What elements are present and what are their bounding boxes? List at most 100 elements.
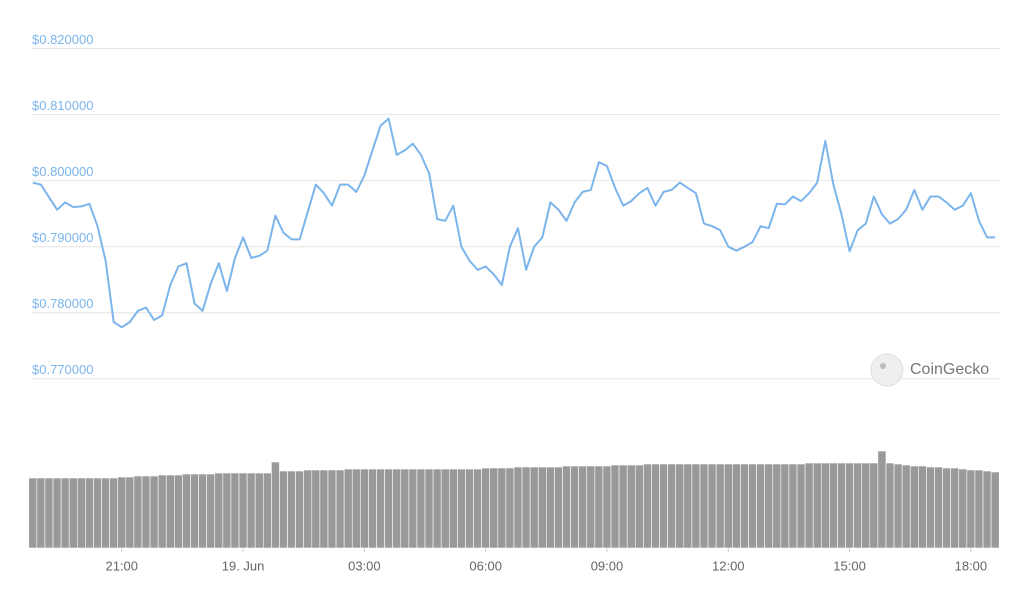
volume-bar <box>901 464 911 549</box>
volume-bar <box>699 463 709 549</box>
plot: $0.770000 $0.780000 $0.790000 $0.800000 $0.8… <box>28 32 1000 573</box>
volume-bar <box>893 463 903 549</box>
volume-bar <box>497 467 507 549</box>
volume-bar <box>578 465 588 549</box>
volume-bar <box>529 466 539 549</box>
volume-bar <box>182 473 191 549</box>
volume-bar <box>918 465 927 549</box>
volume-bar <box>586 465 596 549</box>
volume-bar <box>990 471 1000 549</box>
volume-bar <box>634 464 644 549</box>
volume-bar <box>772 463 782 549</box>
logo <box>870 353 904 387</box>
x-tick-label: 06:00 <box>469 558 502 573</box>
volume-bar <box>667 463 677 549</box>
volume-bar <box>926 466 935 549</box>
volume-bar <box>319 469 329 549</box>
volume-bar <box>651 463 660 549</box>
volume-bar <box>804 462 814 549</box>
volume-bar <box>117 476 127 549</box>
volume-bar <box>764 463 774 549</box>
volume-bar <box>36 477 46 549</box>
volume-bar <box>392 468 402 549</box>
volume-bar <box>481 467 491 549</box>
x-tick-label: 03:00 <box>348 558 381 573</box>
volume-bar <box>820 462 830 549</box>
volume-bar <box>465 468 474 549</box>
volume-bar <box>974 469 984 549</box>
volume-bar <box>68 477 78 549</box>
volume-bar <box>602 465 612 549</box>
volume-bar <box>368 468 377 549</box>
volume-bar <box>327 469 337 549</box>
volume-bar <box>659 463 668 549</box>
volume-bar <box>756 463 765 549</box>
volume-bar <box>610 464 620 549</box>
volume-bar <box>683 463 693 549</box>
volume-bar <box>60 477 70 549</box>
volume-bar <box>618 464 628 549</box>
volume-bar <box>643 463 652 549</box>
volume-bar <box>942 467 951 549</box>
volume-bar <box>715 463 725 549</box>
y-tick-label: $0.780000 <box>32 296 93 311</box>
volume-bar <box>707 463 717 549</box>
volume-bar <box>691 463 701 549</box>
volume-bar <box>254 472 264 549</box>
volume-bar <box>408 468 418 549</box>
volume-bar <box>748 463 757 549</box>
volume-bar <box>198 473 207 549</box>
volume-bar <box>262 472 272 549</box>
volume-bar <box>869 462 879 549</box>
watermark-text: CoinGecko <box>910 361 989 378</box>
volume-bar <box>287 470 296 549</box>
volume-bar <box>303 469 313 549</box>
x-tick-label: 18:00 <box>955 558 988 573</box>
y-tick-label: $0.810000 <box>32 98 93 113</box>
volume-bar <box>222 472 232 549</box>
y-tick-label: $0.800000 <box>32 164 93 179</box>
volume-bar <box>829 462 838 549</box>
volume-bar <box>562 465 571 549</box>
watermark: CoinGecko <box>870 353 989 387</box>
x-tick-label: 21:00 <box>105 558 138 573</box>
x-tick-label: 12:00 <box>712 558 745 573</box>
volume-bar <box>206 473 216 549</box>
volume-bar <box>360 468 369 549</box>
volume-bar <box>845 462 854 549</box>
volume-bar <box>950 467 960 549</box>
volume-bar <box>732 463 741 549</box>
volume-bar <box>279 470 288 549</box>
volume-bar <box>457 468 466 549</box>
volume-bar <box>513 466 523 549</box>
volume-bar <box>853 462 863 549</box>
volume-bar <box>626 464 636 549</box>
volume-bar <box>238 472 248 549</box>
volume-bar <box>44 477 54 549</box>
volume-bar <box>424 468 434 549</box>
volume-bar <box>343 468 353 549</box>
volume-bar <box>473 468 482 549</box>
y-tick-label: $0.820000 <box>32 32 93 47</box>
x-tick-label: 19. Jun <box>222 558 265 573</box>
volume-bar <box>966 469 976 549</box>
volume-bar <box>812 462 822 549</box>
x-tick-label: 09:00 <box>591 558 624 573</box>
volume-bar <box>271 461 280 549</box>
volume-bar <box>740 463 749 549</box>
volume-bar <box>909 465 919 549</box>
volume-bar <box>157 474 167 549</box>
volume-bar <box>400 468 410 549</box>
volume-bar <box>149 475 159 549</box>
volume-bar <box>570 465 579 549</box>
volume-bar <box>885 462 895 549</box>
volume-bar <box>440 468 450 549</box>
volume-bar <box>214 472 224 549</box>
volume-bar <box>723 463 733 549</box>
price-line <box>32 117 996 329</box>
volume-bar <box>351 468 361 549</box>
volume-bar <box>28 477 38 549</box>
volume-bar <box>432 468 442 549</box>
